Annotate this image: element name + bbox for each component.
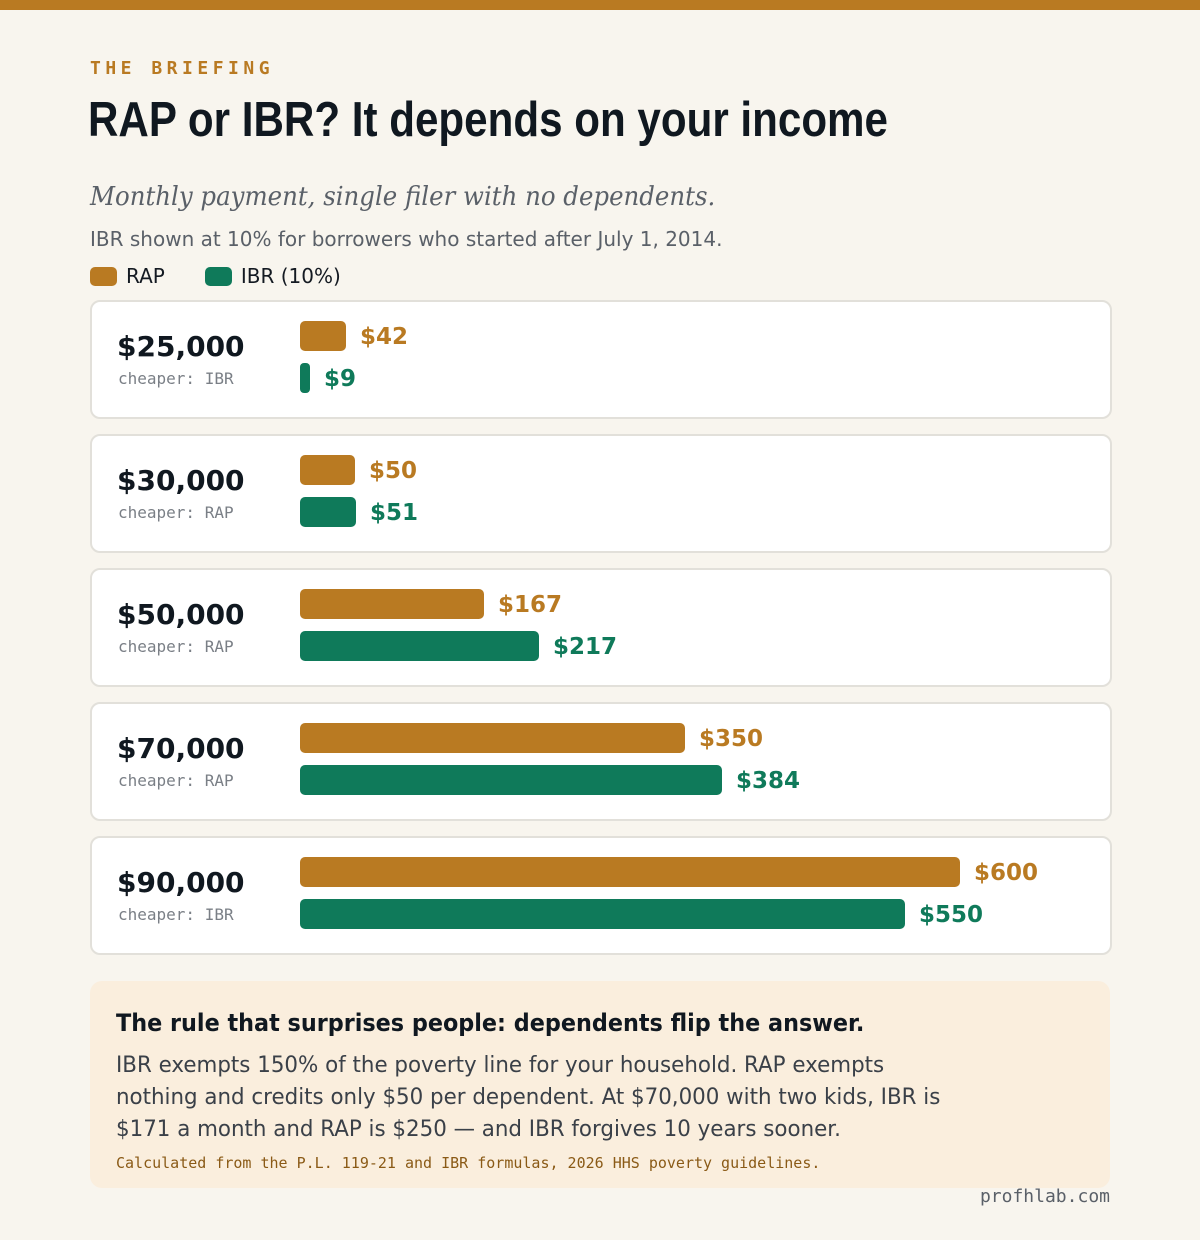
income-label: $50,000 xyxy=(117,598,245,631)
rap-value-label: $350 xyxy=(699,726,764,752)
rap-bar xyxy=(300,589,484,619)
cheaper-label: cheaper: IBR xyxy=(118,369,234,388)
rap-value-label: $42 xyxy=(360,324,409,350)
callout-heading: The rule that surprises people: dependen… xyxy=(116,1009,865,1037)
income-label: $25,000 xyxy=(117,330,245,363)
rap-bar xyxy=(300,455,355,485)
ibr-bar xyxy=(300,765,722,795)
ibr-value-label: $217 xyxy=(553,634,618,660)
ibr-bar xyxy=(300,899,905,929)
legend-swatch-ibr xyxy=(204,266,232,286)
ibr-bar xyxy=(300,497,356,527)
ibr-value-label: $9 xyxy=(324,366,357,392)
ibr-value-label: $384 xyxy=(736,768,801,794)
income-row: $70,000 cheaper: RAP $350 $384 xyxy=(90,702,1112,821)
rap-bar xyxy=(300,321,346,351)
legend-swatch-rap xyxy=(90,266,117,286)
legend-item-rap: RAP xyxy=(90,264,165,288)
brand-footer: profhlab.com xyxy=(979,1186,1110,1207)
income-row: $30,000 cheaper: RAP $50 $51 xyxy=(90,434,1112,553)
income-row: $50,000 cheaper: RAP $167 $217 xyxy=(90,568,1112,687)
top-accent-bar xyxy=(0,0,1200,10)
callout-box: The rule that surprises people: dependen… xyxy=(90,981,1110,1188)
rap-value-label: $600 xyxy=(974,860,1039,886)
legend: RAP IBR (10%) xyxy=(90,262,381,290)
ibr-value-label: $51 xyxy=(370,500,419,526)
cheaper-label: cheaper: RAP xyxy=(118,771,234,790)
rap-value-label: $50 xyxy=(369,458,418,484)
callout-body: IBR exempts 150% of the poverty line for… xyxy=(116,1052,941,1142)
ibr-value-label: $550 xyxy=(919,902,984,928)
rap-bar xyxy=(300,723,685,753)
chart-subtitle: Monthly payment, single filer with no de… xyxy=(90,182,716,212)
cheaper-label: cheaper: IBR xyxy=(118,905,234,924)
ibr-bar xyxy=(300,363,310,393)
chart-note: IBR shown at 10% for borrowers who start… xyxy=(90,227,723,251)
chart-title: RAP or IBR? It depends on your income xyxy=(88,93,888,147)
source-note: Calculated from the P.L. 119-21 and IBR … xyxy=(116,1154,821,1172)
cheaper-label: cheaper: RAP xyxy=(118,503,234,522)
income-label: $70,000 xyxy=(117,732,245,765)
rap-bar xyxy=(300,857,960,887)
legend-item-ibr: IBR (10%) xyxy=(204,264,341,288)
income-label: $30,000 xyxy=(117,464,245,497)
kicker-label: THE BRIEFING xyxy=(90,58,275,79)
legend-label-rap: RAP xyxy=(126,264,165,288)
income-row: $25,000 cheaper: IBR $42 $9 xyxy=(90,300,1112,419)
ibr-bar xyxy=(300,631,539,661)
legend-label-ibr: IBR (10%) xyxy=(240,264,341,288)
income-label: $90,000 xyxy=(117,866,245,899)
income-row: $90,000 cheaper: IBR $600 $550 xyxy=(90,836,1112,955)
cheaper-label: cheaper: RAP xyxy=(118,637,234,656)
rap-value-label: $167 xyxy=(498,592,563,618)
